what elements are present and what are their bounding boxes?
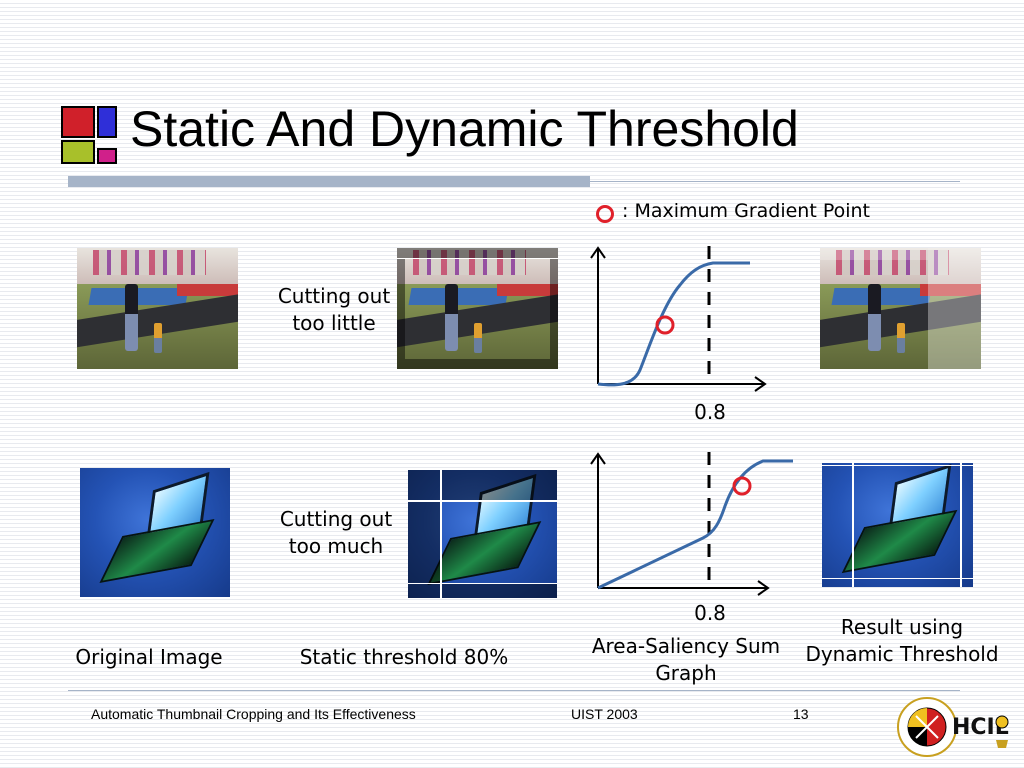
result-label-line1: Result using [840, 615, 964, 639]
bottom-graph-x-label: 0.8 [694, 601, 726, 625]
original-laptop-image [80, 468, 230, 597]
original-park-image [77, 248, 238, 369]
legend-circle-icon [596, 205, 614, 223]
graph-label-line2: Graph [655, 661, 717, 685]
top-graph-max-gradient-marker [655, 315, 675, 335]
result-park-image [820, 248, 981, 369]
top-graph-x-arrow [754, 376, 767, 392]
bottom-graph-x-arrow [757, 580, 770, 596]
footer-divider [68, 690, 960, 691]
row2-caption-line2: too much [288, 534, 384, 558]
title-underline-line [590, 181, 960, 182]
footer-venue: UIST 2003 [571, 706, 638, 722]
bottom-graph-y-arrow [590, 452, 606, 465]
original-image-label: Original Image [75, 645, 223, 669]
graph-label-line1: Area-Saliency Sum [591, 634, 781, 658]
static-laptop-image [408, 470, 557, 598]
title-logo-green-square [61, 140, 95, 164]
footer-page-number: 13 [793, 706, 809, 722]
legend-text: : Maximum Gradient Point [622, 200, 871, 222]
top-graph-x-label: 0.8 [694, 400, 726, 424]
umd-seal-logo [897, 697, 957, 757]
row2-caption-line1: Cutting out [279, 507, 393, 531]
row1-caption-line2: too little [292, 311, 376, 335]
hcil-logo: HCIL [952, 715, 1009, 748]
static-threshold-label: Static threshold 80% [299, 645, 509, 669]
footer-paper-title: Automatic Thumbnail Cropping and Its Eff… [91, 706, 416, 722]
title-logo-blue-square [97, 106, 117, 138]
slide-title: Static And Dynamic Threshold [130, 101, 799, 157]
top-area-saliency-graph [590, 246, 767, 392]
result-label-line2: Dynamic Threshold [805, 642, 999, 666]
top-graph-y-arrow [590, 246, 606, 259]
title-logo-red-square [61, 106, 95, 138]
bottom-graph-max-gradient-marker [732, 476, 752, 496]
static-park-image [397, 248, 558, 369]
result-laptop-image [822, 460, 973, 587]
title-logo-magenta-square [97, 148, 117, 164]
title-underline-bar [68, 176, 590, 187]
bottom-area-saliency-graph [590, 452, 793, 596]
bottom-graph-curve [597, 459, 793, 590]
row1-caption-line1: Cutting out [277, 284, 391, 308]
